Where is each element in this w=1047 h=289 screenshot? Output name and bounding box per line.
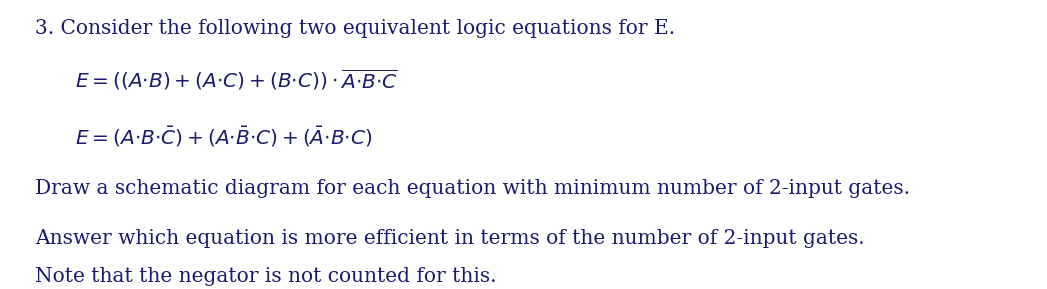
Text: Answer which equation is more efficient in terms of the number of 2-input gates.: Answer which equation is more efficient …: [35, 229, 865, 248]
Text: Draw a schematic diagram for each equation with minimum number of 2-input gates.: Draw a schematic diagram for each equati…: [35, 179, 910, 198]
Text: $E = ((A{\cdot}B) + (A{\cdot}C) + (B{\cdot}C)) \cdot \overline{A{\cdot}B{\cdot}C: $E = ((A{\cdot}B) + (A{\cdot}C) + (B{\cd…: [75, 67, 398, 92]
Text: Note that the negator is not counted for this.: Note that the negator is not counted for…: [35, 267, 496, 286]
Text: 3. Consider the following two equivalent logic equations for E.: 3. Consider the following two equivalent…: [35, 19, 675, 38]
Text: $E = (A{\cdot}B{\cdot}\bar{C}) + (A{\cdot}\bar{B}{\cdot}C) + (\bar{A}{\cdot}B{\c: $E = (A{\cdot}B{\cdot}\bar{C}) + (A{\cdo…: [75, 125, 373, 149]
